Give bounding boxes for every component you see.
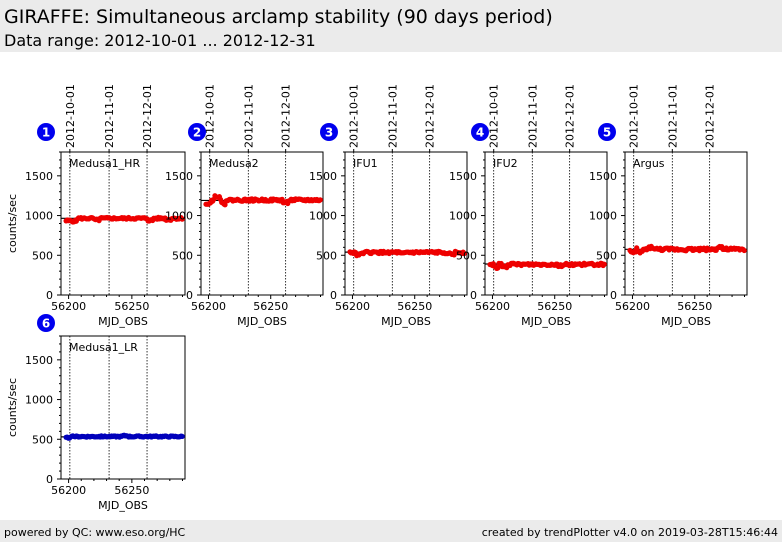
x-tick-label: 56250 — [677, 300, 712, 313]
plot-frame — [200, 151, 324, 296]
header: GIRAFFE: Simultaneous arclamp stability … — [0, 0, 782, 52]
footer-generator: created by trendPlotter v4.0 on 2019-03-… — [481, 526, 778, 539]
top-date-tick-label: 2012-10-01 — [488, 84, 501, 148]
x-tick-label: 56200 — [335, 300, 370, 313]
x-axis-label: MJD_OBS — [521, 315, 571, 328]
panel-number-badge — [471, 123, 489, 141]
series-label: Medusa1_LR — [69, 341, 138, 354]
panel-number-badge — [37, 314, 55, 332]
y-tick-label: 1000 — [25, 210, 53, 223]
x-tick-label: 56200 — [51, 300, 86, 313]
panel-number-label: 3 — [325, 126, 333, 140]
y-tick-label: 1500 — [25, 170, 53, 183]
y-tick-label: 1500 — [309, 170, 337, 183]
top-date-tick-label: 2012-10-01 — [628, 84, 641, 148]
x-tick-label: 56250 — [253, 300, 288, 313]
page-title: GIRAFFE: Simultaneous arclamp stability … — [4, 6, 553, 28]
series-label: Medusa2 — [209, 157, 259, 170]
plot-frame — [60, 335, 186, 480]
panel-number-label: 6 — [42, 317, 50, 331]
x-tick-label: 56200 — [51, 484, 86, 497]
y-tick-label: 0 — [330, 289, 337, 302]
y-tick-label: 0 — [470, 289, 477, 302]
y-tick-label: 0 — [46, 289, 53, 302]
data-point — [179, 433, 185, 440]
y-tick-label: 1500 — [449, 170, 477, 183]
data-point — [741, 247, 747, 254]
page-subtitle: Data range: 2012-10-01 ... 2012-12-31 — [4, 31, 316, 50]
panel-number-badge — [188, 123, 206, 141]
footer: powered by QC: www.eso.org/HC created by… — [0, 520, 782, 542]
plot-frame — [60, 151, 186, 296]
y-axis-label: counts/sec — [6, 194, 19, 253]
x-axis-label: MJD_OBS — [98, 499, 148, 512]
top-date-tick-label: 2012-10-01 — [64, 84, 77, 148]
top-date-tick-label: 2012-10-01 — [348, 84, 361, 148]
top-date-tick-label: 2012-11-01 — [386, 84, 399, 148]
y-tick-label: 500 — [32, 249, 53, 262]
panel-number-badge — [37, 123, 55, 141]
y-tick-label: 1000 — [589, 210, 617, 223]
x-tick-label: 56200 — [475, 300, 510, 313]
panel-number-label: 4 — [476, 126, 484, 140]
top-date-tick-label: 2012-11-01 — [103, 84, 116, 148]
top-date-tick-label: 2012-11-01 — [526, 84, 539, 148]
top-date-tick-label: 2012-11-01 — [666, 84, 679, 148]
top-date-tick-label: 2012-12-01 — [704, 84, 717, 148]
series-label: Argus — [633, 157, 665, 170]
y-tick-label: 500 — [456, 249, 477, 262]
y-tick-label: 0 — [610, 289, 617, 302]
data-point — [179, 216, 185, 222]
x-tick-label: 56200 — [615, 300, 650, 313]
y-tick-label: 0 — [186, 289, 193, 302]
x-axis-label: MJD_OBS — [237, 315, 287, 328]
plot-frame — [344, 151, 468, 296]
data-point — [317, 197, 323, 203]
y-tick-label: 1500 — [25, 354, 53, 367]
x-axis-label: MJD_OBS — [661, 315, 711, 328]
x-tick-label: 56250 — [114, 300, 149, 313]
y-axis-label: counts/sec — [6, 378, 19, 437]
data-point — [601, 261, 607, 267]
series-label: IFU1 — [353, 157, 378, 170]
plot-frame — [484, 151, 608, 296]
panel-number-badge — [598, 123, 616, 141]
panel-number-label: 5 — [603, 126, 611, 140]
y-tick-label: 1000 — [25, 394, 53, 407]
footer-credit: powered by QC: www.eso.org/HC — [4, 526, 186, 539]
y-tick-label: 1500 — [589, 170, 617, 183]
x-tick-label: 56250 — [397, 300, 432, 313]
y-tick-label: 1000 — [449, 210, 477, 223]
data-point — [495, 265, 501, 271]
top-date-tick-label: 2012-12-01 — [424, 84, 437, 148]
data-point — [222, 202, 228, 208]
series-label: IFU2 — [493, 157, 518, 170]
y-tick-label: 1500 — [165, 170, 193, 183]
y-tick-label: 500 — [316, 249, 337, 262]
top-date-tick-label: 2012-10-01 — [204, 84, 217, 148]
top-date-tick-label: 2012-12-01 — [280, 84, 293, 148]
top-date-tick-label: 2012-12-01 — [141, 84, 154, 148]
data-point — [461, 250, 467, 257]
y-tick-label: 500 — [596, 249, 617, 262]
x-axis-label: MJD_OBS — [381, 315, 431, 328]
plot-frame — [624, 151, 748, 296]
top-date-tick-label: 2012-11-01 — [242, 84, 255, 148]
y-tick-label: 500 — [32, 433, 53, 446]
x-axis-label: MJD_OBS — [98, 315, 148, 328]
x-tick-label: 56250 — [537, 300, 572, 313]
y-tick-label: 0 — [46, 473, 53, 486]
y-tick-label: 1000 — [309, 210, 337, 223]
panel-number-label: 1 — [42, 126, 50, 140]
series-label: Medusa1_HR — [69, 157, 140, 170]
x-tick-label: 56250 — [114, 484, 149, 497]
panel-number-badge — [320, 123, 338, 141]
top-date-tick-label: 2012-12-01 — [564, 84, 577, 148]
x-tick-label: 56200 — [191, 300, 226, 313]
y-tick-label: 1000 — [165, 210, 193, 223]
y-tick-label: 500 — [172, 249, 193, 262]
panel-number-label: 2 — [193, 126, 201, 140]
